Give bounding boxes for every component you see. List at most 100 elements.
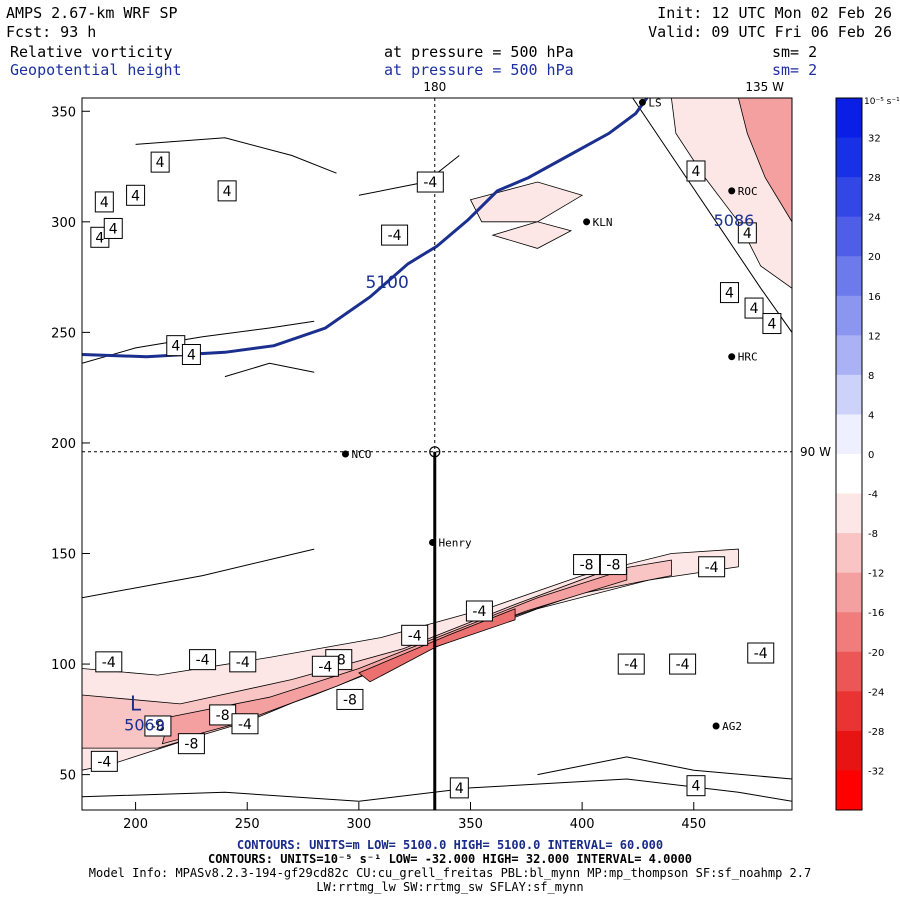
y-tick-label: 150 xyxy=(51,548,76,563)
field1-level: at pressure = 500 hPa xyxy=(384,43,574,61)
contour-label-box xyxy=(177,733,205,755)
contour-label-text: -8 xyxy=(580,558,594,574)
contour-label-box xyxy=(217,180,237,202)
height-contour-line-0 xyxy=(82,98,649,359)
contour-label-box xyxy=(150,151,170,173)
contour-label-box xyxy=(126,184,146,206)
field2-name: Geopotential height xyxy=(10,61,182,79)
x-tick-label: 350 xyxy=(458,817,483,832)
contour-label-text: 4 xyxy=(750,301,759,317)
contour-label-box xyxy=(95,651,123,673)
colorbar-tick-label: 4 xyxy=(868,410,874,421)
contour-label-text: 4 xyxy=(725,286,734,302)
contour-label-text: -4 xyxy=(705,560,719,576)
contour-label-text: 4 xyxy=(187,347,196,363)
contour-label-box xyxy=(103,217,123,239)
contour-label-text: 4 xyxy=(95,230,104,246)
zero-contour-5 xyxy=(82,548,315,599)
height-contour-layer: 5100 xyxy=(82,98,649,359)
contour-label-box xyxy=(381,224,409,246)
colorbar-tick-label: 32 xyxy=(868,134,881,145)
station-label: NCO xyxy=(351,448,371,461)
contour-label-text: 4 xyxy=(692,164,701,180)
colorbar-tick-label: -24 xyxy=(868,687,884,698)
field1-smoothing: sm= 2 xyxy=(772,43,818,61)
footer-model-info: Model Info: MPASv8.2.3-194-gf29cd82c CU:… xyxy=(88,866,812,880)
contour-label-box xyxy=(737,222,757,244)
contour-label-text: -8 xyxy=(606,558,620,574)
field2-smoothing: sm= 2 xyxy=(772,61,818,79)
contour-label-box xyxy=(617,653,645,675)
colorbar-swatch xyxy=(836,691,862,732)
contour-label-text: 4 xyxy=(171,339,180,355)
contour-label-box xyxy=(90,750,118,772)
colorbar-swatch xyxy=(836,572,862,613)
colorbar-tick-label: 24 xyxy=(868,213,881,224)
colorbar-tick-label: -32 xyxy=(868,766,884,777)
zero-contour-1 xyxy=(135,137,337,174)
colorbar-swatch xyxy=(836,651,862,692)
contour-label-box xyxy=(686,160,706,182)
contour-label-box xyxy=(686,775,706,797)
valid-time: Valid: 09 UTC Fri 06 Feb 26 xyxy=(648,23,892,41)
contour-label-box xyxy=(698,556,726,578)
footer-physics: LW:rrtmg_lw SW:rrtmg_sw SFLAY:sf_mynn xyxy=(316,880,584,894)
contour-label-box xyxy=(416,171,444,193)
contour-label-text: -4 xyxy=(388,228,402,244)
contour-label-box xyxy=(336,688,364,710)
station-dot xyxy=(728,187,736,195)
station-dot xyxy=(728,353,736,361)
zero-contour-6 xyxy=(632,98,792,333)
footer-height-contours: CONTOURS: UNITS=m LOW= 5100.0 HIGH= 5100… xyxy=(236,838,664,852)
x-tick-label: 250 xyxy=(235,817,260,832)
contour-label-text: -4 xyxy=(423,175,437,191)
colorbar-tick-label: -12 xyxy=(868,569,884,580)
contour-label-box xyxy=(181,343,201,365)
contour-label-box xyxy=(189,649,217,671)
x-tick-label: 200 xyxy=(123,817,148,832)
zero-contour-4 xyxy=(537,756,792,780)
station-dot xyxy=(341,450,349,458)
station-label: AG2 xyxy=(722,720,742,733)
zero-contour-3 xyxy=(82,778,792,802)
vorticity-patch-3 xyxy=(491,221,573,249)
colorbar-swatch xyxy=(836,216,862,257)
colorbar-tick-label: 12 xyxy=(868,331,881,342)
colorbar-tick-label: -4 xyxy=(868,490,878,501)
guide-layer xyxy=(82,98,792,810)
contour-label-text: 4 xyxy=(692,779,701,795)
low-label: 5069 xyxy=(124,715,165,734)
station-dot xyxy=(712,722,720,730)
station-label: LS xyxy=(648,96,661,109)
colorbar-unit: 10⁻⁵ s⁻¹ xyxy=(864,97,900,107)
colorbar-swatch xyxy=(836,414,862,455)
contour-label-box xyxy=(449,777,469,799)
contour-label-box xyxy=(94,191,114,213)
vorticity-band-3 xyxy=(358,608,516,683)
contour-label-box xyxy=(762,313,782,335)
contour-label-box xyxy=(465,600,493,622)
label-layer: 44444444-4-444444-4-8-8-4-4-8-4-4-4-4-4-… xyxy=(90,96,782,799)
station-label: KLN xyxy=(593,216,613,229)
y-tick-label: 100 xyxy=(51,658,76,673)
contour-label-text: -4 xyxy=(196,653,210,669)
colorbar-swatch xyxy=(836,98,862,139)
model-title: AMPS 2.67-km WRF SP xyxy=(6,4,178,22)
low-label: 5086 xyxy=(714,211,755,230)
contour-label-text: 4 xyxy=(156,155,165,171)
colorbar-swatch xyxy=(836,374,862,415)
y-tick-label: 200 xyxy=(51,437,76,452)
contour-label-text: 4 xyxy=(223,184,232,200)
colorbar-swatch xyxy=(836,137,862,178)
contour-label-box xyxy=(669,653,697,675)
parallel-90w-label: 90 W xyxy=(800,445,831,459)
contour-label-text: -4 xyxy=(238,717,252,733)
station-dot xyxy=(429,538,437,546)
colorbar-swatch xyxy=(836,612,862,653)
contour-label-text: -4 xyxy=(102,655,116,671)
cross-section-marker xyxy=(429,446,441,458)
contour-label-text: 4 xyxy=(455,781,464,797)
colorbar-swatch xyxy=(836,295,862,336)
station-label: ROC xyxy=(738,185,758,198)
